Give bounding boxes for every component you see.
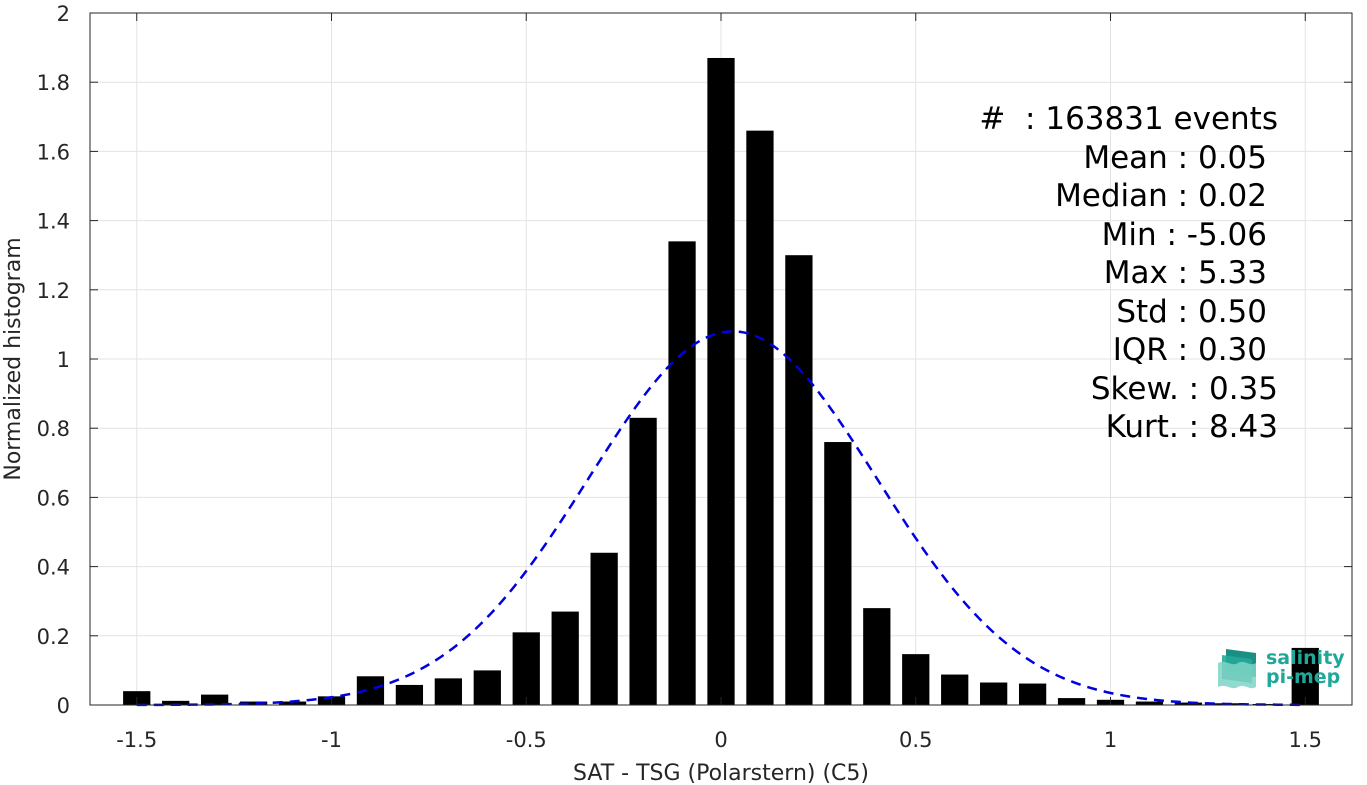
histogram-bar — [824, 442, 852, 705]
x-axis-label: SAT - TSG (Polarstern) (C5) — [573, 761, 869, 785]
logo-text: salinity pi-mep — [1266, 649, 1345, 687]
histogram-bar — [980, 682, 1008, 705]
histogram-bar — [1291, 647, 1319, 705]
histogram-bar — [551, 611, 579, 705]
y-tick-label: 0 — [57, 694, 70, 718]
histogram-bar — [434, 678, 462, 705]
stats-mean: Mean : 0.05 — [1083, 139, 1267, 176]
histogram-bar — [785, 255, 813, 705]
histogram-bar — [1018, 683, 1047, 705]
x-tick-label: -1.5 — [116, 728, 157, 752]
stats-panel: # : 163831 events Mean : 0.05 Median : 0… — [900, 100, 1278, 447]
histogram-bar — [278, 701, 307, 705]
y-tick-label: 1.8 — [37, 71, 70, 95]
histogram-bar — [512, 632, 540, 705]
y-tick-label: 1.6 — [37, 140, 70, 164]
y-tick-label: 0.2 — [37, 625, 70, 649]
histogram-bar — [902, 654, 930, 705]
y-tick-label: 0.6 — [37, 486, 70, 510]
y-tick-label: 2 — [57, 2, 70, 26]
histogram-bar — [941, 674, 969, 705]
histogram-bar — [668, 241, 696, 706]
salinity-pi-mep-logo: salinity pi-mep — [1216, 647, 1348, 695]
y-axis-label: Normalized histogram — [1, 237, 26, 480]
stats-kurt: Kurt. : 8.43 — [1105, 409, 1278, 445]
histogram-bar — [746, 130, 774, 705]
y-tick-label: 1.4 — [37, 210, 70, 234]
x-tick-label: 1 — [1104, 728, 1117, 752]
stats-max: Max : 5.33 — [1103, 255, 1267, 291]
stats-min: Min : -5.06 — [1101, 216, 1267, 253]
histogram-bar — [162, 700, 190, 705]
stats-iqr: IQR : 0.30 — [1112, 332, 1267, 368]
histogram-bars — [123, 57, 1319, 706]
x-tick-label: -1 — [321, 728, 342, 752]
histogram-bar — [473, 670, 501, 705]
stats-events: # : 163831 events — [979, 101, 1278, 137]
x-tick-label: 1.5 — [1289, 728, 1322, 752]
histogram-bar — [629, 417, 657, 705]
stats-skew: Skew. : 0.35 — [1090, 370, 1278, 407]
stats-std: Std : 0.50 — [1116, 293, 1267, 330]
histogram-bar — [863, 608, 891, 705]
histogram-bar — [395, 684, 424, 705]
histogram-bar — [239, 701, 268, 705]
y-tick-label: 1 — [57, 348, 70, 372]
histogram-bar — [1135, 701, 1164, 705]
histogram-bar — [1252, 703, 1280, 705]
y-tick-label: 0.8 — [37, 417, 70, 441]
x-tick-label: 0 — [714, 728, 727, 752]
histogram-bar — [201, 694, 229, 705]
histogram-bar — [1057, 698, 1086, 705]
axis-ticks: -1.5 -1 -0.5 0 0.5 1 1.5 0 0.2 0.4 0.6 0.8 1 1.2 1.4 1.… — [37, 2, 1352, 752]
y-tick-label: 1.2 — [37, 279, 70, 303]
x-tick-label: 0.5 — [899, 728, 932, 752]
histogram-bar — [1174, 702, 1203, 705]
stats-median: Median : 0.02 — [1055, 178, 1267, 214]
histogram-bar — [707, 57, 735, 706]
logo-line2: pi-mep — [1266, 666, 1341, 688]
x-tick-label: -0.5 — [506, 728, 547, 752]
y-tick-label: 0.4 — [37, 556, 70, 580]
wave-stack-icon — [1218, 649, 1256, 689]
histogram-bar — [590, 552, 618, 705]
logo-line1: salinity — [1266, 647, 1345, 669]
